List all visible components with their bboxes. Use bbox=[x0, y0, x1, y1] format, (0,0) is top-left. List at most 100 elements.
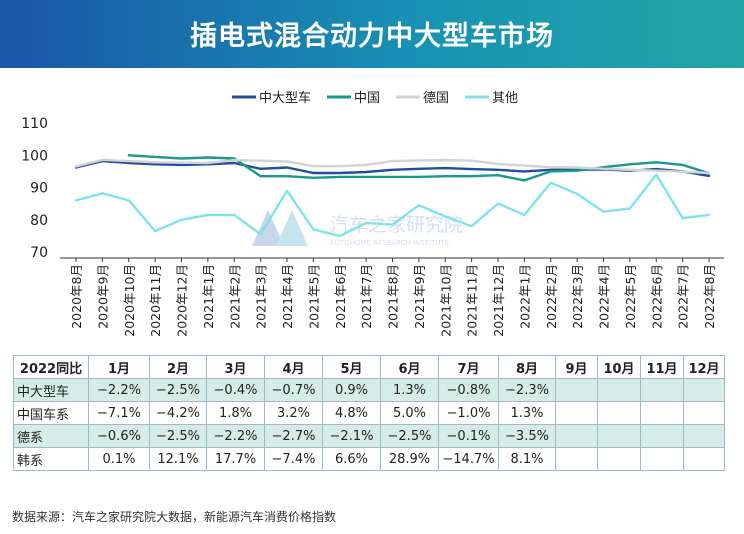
table-row-label: 韩系 bbox=[13, 447, 89, 471]
series-line bbox=[127, 154, 711, 182]
table-cell: −3.5% bbox=[498, 424, 556, 448]
table-cell: −14.7% bbox=[438, 447, 499, 471]
table-row-label: 德系 bbox=[13, 424, 89, 448]
x-tick-label: 2020年8月 bbox=[69, 264, 84, 329]
table-cell: 4.8% bbox=[322, 401, 381, 425]
table-cell: −0.4% bbox=[206, 378, 265, 402]
table-header-row: 2022同比 1月 2月 3月 4月 5月 6月 7月 8月 9月 10月 11月 12月 bbox=[13, 355, 725, 379]
x-tick-label: 2022年5月 bbox=[623, 264, 638, 329]
x-tick-label: 2021年11月 bbox=[465, 264, 480, 337]
table-cell: −2.5% bbox=[149, 378, 207, 402]
table-row: 中大型车 −2.2% −2.5% −0.4% −0.7% 0.9% 1.3% −0.8% −2.… bbox=[13, 378, 725, 402]
table-cell: −2.5% bbox=[380, 424, 439, 448]
table-cell bbox=[640, 378, 684, 402]
x-tick-label: 2021年10月 bbox=[438, 264, 453, 337]
table-header-cell: 8月 bbox=[498, 355, 556, 379]
table-cell bbox=[640, 424, 684, 448]
table-header-cell: 7月 bbox=[438, 355, 499, 379]
table-cell bbox=[597, 401, 641, 425]
x-tick-label: 2020年12月 bbox=[175, 264, 190, 337]
watermark-shape bbox=[252, 210, 284, 246]
yoy-table: 2022同比 1月 2月 3月 4月 5月 6月 7月 8月 9月 10月 11月 12月 中大型车 −2.… bbox=[13, 355, 725, 471]
x-tick-label: 2021年12月 bbox=[491, 264, 506, 337]
y-tick-label: 90 bbox=[30, 181, 48, 197]
table-cell bbox=[683, 378, 725, 402]
table-cell bbox=[597, 424, 641, 448]
table-header-cell: 6月 bbox=[380, 355, 439, 379]
x-tick-label: 2021年1月 bbox=[201, 264, 216, 329]
table-header-cell: 5月 bbox=[322, 355, 381, 379]
series-line bbox=[74, 173, 711, 238]
table-cell: −2.2% bbox=[206, 424, 265, 448]
x-tick-label: 2021年2月 bbox=[227, 264, 242, 329]
table-cell bbox=[555, 401, 598, 425]
table-cell: 5.0% bbox=[380, 401, 439, 425]
table-cell bbox=[640, 401, 684, 425]
x-tick-label: 2022年3月 bbox=[570, 264, 585, 329]
watermark-text: 汽车之家研究院 bbox=[330, 214, 463, 236]
table-cell: 17.7% bbox=[206, 447, 265, 471]
table-cell: 1.3% bbox=[380, 378, 439, 402]
watermark-logo: 汽车之家研究院 AUTOHOME RESEARCH INSTITUTE bbox=[252, 210, 463, 247]
y-tick-label: 80 bbox=[30, 213, 48, 229]
x-tick-label: 2022年7月 bbox=[676, 264, 691, 329]
table-cell: 8.1% bbox=[498, 447, 556, 471]
table-cell: −2.7% bbox=[264, 424, 323, 448]
table-cell: 1.3% bbox=[498, 401, 556, 425]
legend-label: 中大型车 bbox=[259, 90, 311, 106]
table-cell: 6.6% bbox=[322, 447, 381, 471]
table-header-cell: 10月 bbox=[597, 355, 641, 379]
table-cell: −7.4% bbox=[264, 447, 323, 471]
table-cell bbox=[597, 378, 641, 402]
x-tick-label: 2020年10月 bbox=[122, 264, 137, 337]
table-row-label: 中国车系 bbox=[13, 401, 89, 425]
table-cell bbox=[555, 447, 598, 471]
table-cell: −0.6% bbox=[88, 424, 150, 448]
line-chart: 中大型车 中国 德国 其他 70 80 90 100 110 汽车之家研究院 AUTOHOME RE… bbox=[21, 90, 724, 337]
legend-label: 其他 bbox=[492, 91, 518, 106]
table-cell: −0.1% bbox=[438, 424, 499, 448]
x-tick-label: 2021年7月 bbox=[359, 264, 374, 329]
page-title: 插电式混合动力中大型车市场 bbox=[190, 21, 554, 52]
table-cell bbox=[683, 424, 725, 448]
x-tick-label: 2021年4月 bbox=[280, 264, 295, 329]
x-tick-label: 2022年4月 bbox=[597, 264, 612, 329]
table-cell: −2.5% bbox=[149, 424, 207, 448]
x-tick-label: 2021年5月 bbox=[306, 264, 321, 329]
table-header-cell: 1月 bbox=[88, 355, 150, 379]
data-source-note: 数据来源：汽车之家研究院大数据，新能源汽车消费价格指数 bbox=[12, 510, 337, 524]
table-cell bbox=[555, 378, 598, 402]
table-cell: 0.1% bbox=[88, 447, 150, 471]
table-header-cell: 3月 bbox=[206, 355, 265, 379]
table-cell: −0.8% bbox=[438, 378, 499, 402]
x-tick-label: 2021年8月 bbox=[386, 264, 401, 329]
table-cell bbox=[683, 447, 725, 471]
x-tick-label: 2020年9月 bbox=[95, 264, 110, 329]
table-cell bbox=[597, 447, 641, 471]
x-tick-label: 2022年8月 bbox=[702, 264, 717, 329]
table-cell: −2.3% bbox=[498, 378, 556, 402]
y-tick-label: 110 bbox=[21, 116, 48, 132]
table-cell: 12.1% bbox=[149, 447, 207, 471]
table-header-cell: 9月 bbox=[555, 355, 598, 379]
table-cell: −2.1% bbox=[322, 424, 381, 448]
x-tick-label: 2020年11月 bbox=[148, 264, 163, 337]
x-tick-label: 2022年6月 bbox=[649, 264, 664, 329]
x-tick-label: 2022年1月 bbox=[517, 264, 532, 329]
table-cell: −1.0% bbox=[438, 401, 499, 425]
watermark-subtext: AUTOHOME RESEARCH INSTITUTE bbox=[330, 239, 449, 247]
legend-label: 德国 bbox=[423, 91, 449, 106]
legend-label: 中国 bbox=[354, 91, 380, 106]
table-row-label: 中大型车 bbox=[13, 378, 89, 402]
x-tick-label: 2021年9月 bbox=[412, 264, 427, 329]
table-header-cell: 2月 bbox=[149, 355, 207, 379]
table-header-cell: 11月 bbox=[640, 355, 684, 379]
table-cell: 1.8% bbox=[206, 401, 265, 425]
y-tick-label: 100 bbox=[21, 148, 48, 164]
x-tick-label: 2021年6月 bbox=[333, 264, 348, 329]
table-header-cell: 12月 bbox=[683, 355, 725, 379]
table-cell: −7.1% bbox=[88, 401, 150, 425]
table-row: 中国车系 −7.1% −4.2% 1.8% 3.2% 4.8% 5.0% −1.0% 1.3% bbox=[13, 401, 725, 425]
x-tick-label: 2021年3月 bbox=[254, 264, 269, 329]
table-cell bbox=[555, 424, 598, 448]
